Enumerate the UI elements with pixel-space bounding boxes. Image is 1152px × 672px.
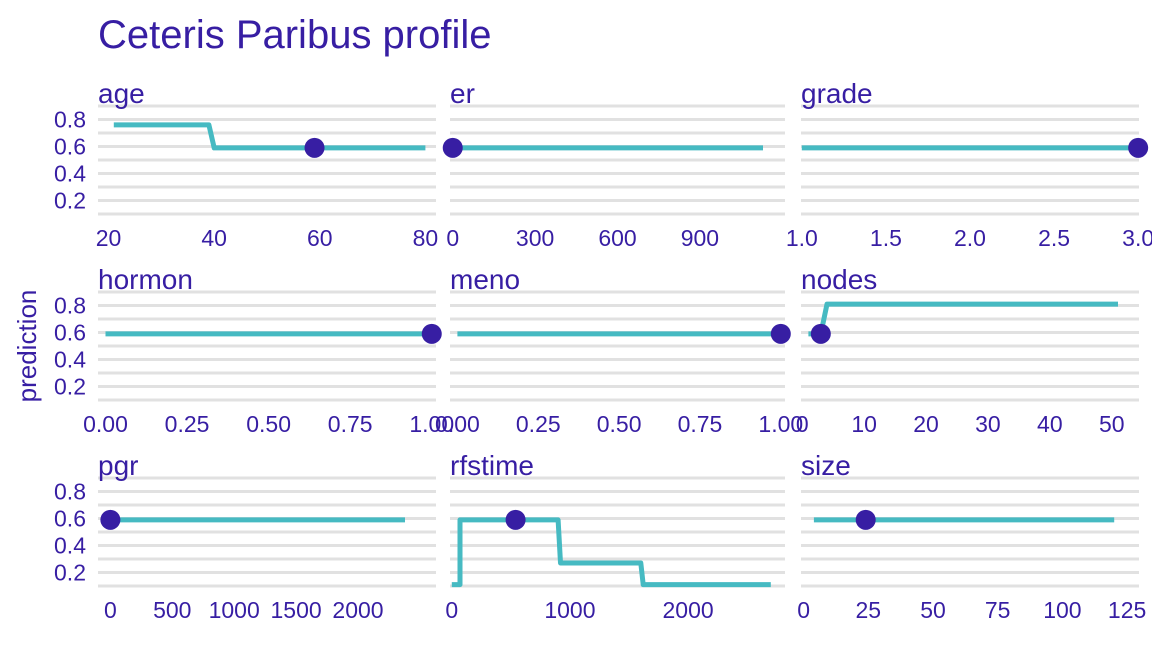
y-tick-label: 0.8: [54, 293, 86, 319]
y-axis-label: prediction: [12, 290, 42, 403]
x-tick-label: 0.75: [328, 411, 373, 437]
x-tick-label: 300: [516, 225, 554, 251]
x-tick-label: 1.0: [786, 225, 818, 251]
x-tick-label: 125: [1108, 597, 1146, 623]
x-tick-label: 0.00: [435, 411, 480, 437]
chart-title: Ceteris Paribus profile: [98, 13, 492, 57]
observation-point: [855, 509, 876, 530]
x-tick-label: 50: [1099, 411, 1125, 437]
observation-point: [505, 509, 526, 530]
y-tick-label: 0.8: [54, 479, 86, 505]
panel-title: size: [801, 450, 851, 481]
observation-point: [421, 323, 442, 344]
observation-point: [100, 509, 121, 530]
panel-title: hormon: [98, 264, 193, 295]
panel-title: rfstime: [450, 450, 534, 481]
profile-line: [113, 122, 426, 151]
x-tick-label: 0: [797, 597, 810, 623]
panel-grade: grade 1.0 1.5 2.0 2.5 3.0: [786, 78, 1152, 251]
x-tick-label: 1500: [271, 597, 322, 623]
panel-title: meno: [450, 264, 520, 295]
x-tick-label: 0.50: [246, 411, 291, 437]
observation-point: [442, 137, 463, 158]
observation-point: [770, 323, 791, 344]
y-tick-label: 0.2: [54, 188, 86, 214]
x-tick-label: 3.0: [1122, 225, 1152, 251]
x-tick-label: 30: [975, 411, 1001, 437]
panel-pgr: pgr 0.20.40.60.8 0 500 1000 1500 2000: [54, 450, 436, 623]
observation-point: [304, 137, 325, 158]
x-tick-label: 2000: [332, 597, 383, 623]
x-tick-label: 100: [1043, 597, 1081, 623]
x-tick-label: 900: [681, 225, 719, 251]
panel-meno: meno 0.00 0.25 0.50 0.75 1.00: [435, 264, 803, 437]
x-tick-label: 2.0: [954, 225, 986, 251]
x-tick-label: 1.00: [409, 411, 454, 437]
panel-title: nodes: [801, 264, 877, 295]
x-tick-label: 0.50: [597, 411, 642, 437]
panel-er: er 0 300 600 900: [442, 78, 785, 251]
x-tick-label: 0: [796, 411, 809, 437]
x-tick-label: 0: [446, 225, 459, 251]
x-tick-label: 75: [985, 597, 1011, 623]
y-tick-label: 0.4: [54, 533, 86, 559]
x-tick-label: 0.00: [83, 411, 128, 437]
panel-title: age: [98, 78, 145, 109]
y-tick-label: 0.4: [54, 347, 86, 373]
x-tick-label: 20: [913, 411, 939, 437]
panel-nodes: nodes 0 10 20 30 40 50: [796, 264, 1139, 437]
y-tick-label: 0.2: [54, 560, 86, 586]
y-tick-label: 0.6: [54, 506, 86, 532]
x-tick-label: 80: [413, 225, 439, 251]
y-tick-label: 0.2: [54, 374, 86, 400]
x-tick-label: 40: [1037, 411, 1063, 437]
x-tick-label: 2.5: [1038, 225, 1070, 251]
observation-point: [810, 323, 831, 344]
observation-point: [1128, 137, 1149, 158]
panel-age: age 0.20.40.60.8 20 40 60 80: [54, 78, 438, 251]
x-tick-label: 1.5: [870, 225, 902, 251]
x-tick-label: 50: [920, 597, 946, 623]
x-tick-label: 10: [851, 411, 877, 437]
panel-title: er: [450, 78, 475, 109]
y-tick-label: 0.8: [54, 107, 86, 133]
panel-title: pgr: [98, 450, 138, 481]
x-tick-label: 0.75: [678, 411, 723, 437]
x-tick-label: 20: [96, 225, 122, 251]
panel-title: grade: [801, 78, 873, 109]
x-tick-label: 1000: [544, 597, 595, 623]
x-tick-label: 600: [598, 225, 636, 251]
x-tick-label: 1.00: [758, 411, 803, 437]
x-tick-label: 500: [153, 597, 191, 623]
x-tick-label: 40: [201, 225, 227, 251]
x-tick-label: 60: [307, 225, 333, 251]
profile-line: [451, 517, 771, 588]
y-tick-label: 0.6: [54, 320, 86, 346]
x-tick-label: 0: [104, 597, 117, 623]
x-tick-label: 0: [445, 597, 458, 623]
x-tick-label: 25: [855, 597, 881, 623]
x-tick-label: 0.25: [165, 411, 210, 437]
y-tick-label: 0.6: [54, 134, 86, 160]
panel-size: size 0 25 50 75 100 125: [797, 450, 1146, 623]
panel-rfstime: rfstime 0 1000 2000: [445, 450, 785, 623]
x-tick-label: 0.25: [516, 411, 561, 437]
y-tick-label: 0.4: [54, 161, 86, 187]
x-tick-label: 1000: [209, 597, 260, 623]
x-tick-label: 2000: [663, 597, 714, 623]
panel-hormon: hormon 0.20.40.60.8 0.00 0.25 0.50 0.75 1.00: [54, 264, 454, 437]
